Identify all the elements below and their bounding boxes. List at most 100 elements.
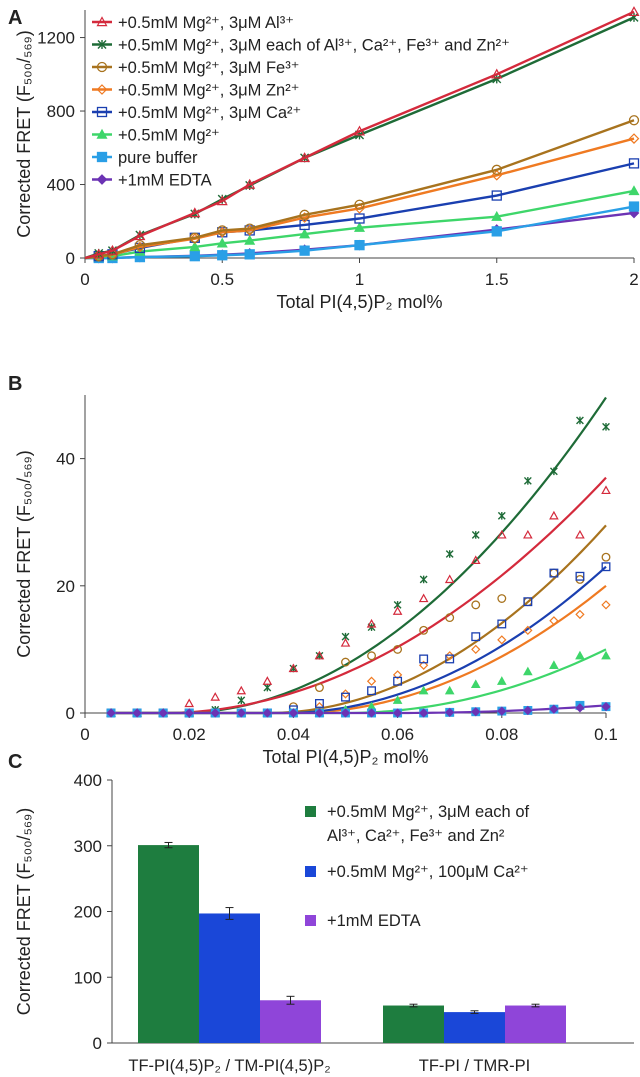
x-axis-title: Total PI(4,5)P₂ mol% [276,292,442,312]
data-point [419,660,429,670]
data-point [299,152,311,163]
b-y-tick-label: 40 [56,450,75,469]
data-point [106,244,118,255]
data-point [134,230,146,241]
data-point [418,593,429,603]
data-point [288,663,299,673]
data-point [470,555,481,565]
data-point [288,708,299,718]
c-y-tick-label: 300 [74,837,102,856]
data-point [217,250,228,261]
a-x-tick-label: 0 [80,270,89,289]
data-point [491,210,503,221]
legend-label: +0.5mM Mg²⁺, 3μM Ca²⁺ [118,104,301,122]
series-line [84,10,635,260]
data-point [354,203,365,214]
legend-swatch [305,806,316,817]
data-point [216,237,228,248]
data-point [549,660,559,669]
data-point [237,696,246,705]
c-y-tick-label: 0 [93,1034,102,1053]
a-x-tick-label: 0.5 [210,270,234,289]
legend-label: +0.5mM Mg²⁺, 3μM Fe³⁺ [118,59,299,77]
data-point [628,185,640,196]
bar [260,1000,321,1043]
data-point [189,251,200,262]
data-point [629,12,639,22]
data-point [419,654,429,664]
data-point [392,695,403,704]
data-point [497,706,507,716]
b-x-tick-label: 0.02 [173,725,206,744]
data-point [523,705,533,716]
legend-label: +0.5mM Mg²⁺, 3μM each of [327,803,529,821]
data-point [189,232,200,243]
x-axis-title: Total PI(4,5)P₂ mol% [262,747,428,767]
bar [138,845,199,1043]
data-point [93,248,105,259]
data-point [341,692,350,702]
b-x-tick-label: 0.04 [277,725,310,744]
data-point [628,201,640,212]
data-point [575,571,585,581]
a-y-tick-label: 400 [47,176,75,195]
legend-label: pure buffer [118,149,198,167]
data-point [496,529,507,539]
data-point [393,676,403,686]
data-point [392,670,403,680]
data-point [244,178,256,189]
data-point [419,625,429,635]
data-point [299,245,310,256]
data-point [601,485,611,495]
series-line [85,211,635,260]
data-point [299,209,310,220]
panel-a: A 0 400 800 1200 0 0.5 1 1.5 2 Total PI(4,5)P₂ mol… [8,6,640,312]
data-point [445,707,455,718]
legend-marker [96,61,108,73]
data-point [236,685,247,695]
data-point [354,239,365,251]
data-point [210,692,221,701]
bar [505,1005,566,1043]
data-point [244,234,256,245]
data-point [392,708,403,718]
legend-marker [96,128,108,139]
c-y-tick-label: 200 [74,903,102,922]
data-point [340,638,351,647]
data-point [244,249,255,260]
data-point [392,606,403,615]
data-point [491,68,503,79]
data-point [549,467,558,476]
data-point [575,703,585,713]
category-label: TF-PI / TMR-PI [419,1057,531,1075]
b-x-tick-label: 0.08 [485,725,518,744]
a-x-tick-label: 1.5 [485,270,509,289]
data-point [354,213,365,224]
data-point [216,195,228,206]
panel-letter: B [8,373,22,395]
data-point [470,679,481,689]
legend-marker [96,174,108,185]
data-point [523,666,533,676]
data-point [299,228,311,239]
y-axis-title: Corrected FRET (F₅₀₀/₅₆₉) [14,450,34,658]
data-point [106,708,116,718]
data-point [471,707,481,717]
data-point [491,226,502,237]
data-point [523,625,533,635]
data-point [184,698,195,708]
data-point [158,708,168,718]
data-point [497,635,507,645]
data-point [367,651,376,661]
data-point [471,531,480,539]
panel-letter: C [8,751,22,773]
data-point [236,708,246,718]
data-point [393,644,403,654]
category-label: TF-PI(4,5)P₂ / TM-PI(4,5)P₂ [128,1057,330,1075]
data-point [444,574,455,584]
data-point [575,650,585,660]
legend-label: Al³⁺, Ca²⁺, Fe³⁺ and Zn² [327,827,505,845]
data-point [340,708,351,718]
legend-swatch [305,866,316,877]
y-axis-title: Corrected FRET (F₅₀₀/₅₆₉) [14,30,34,238]
